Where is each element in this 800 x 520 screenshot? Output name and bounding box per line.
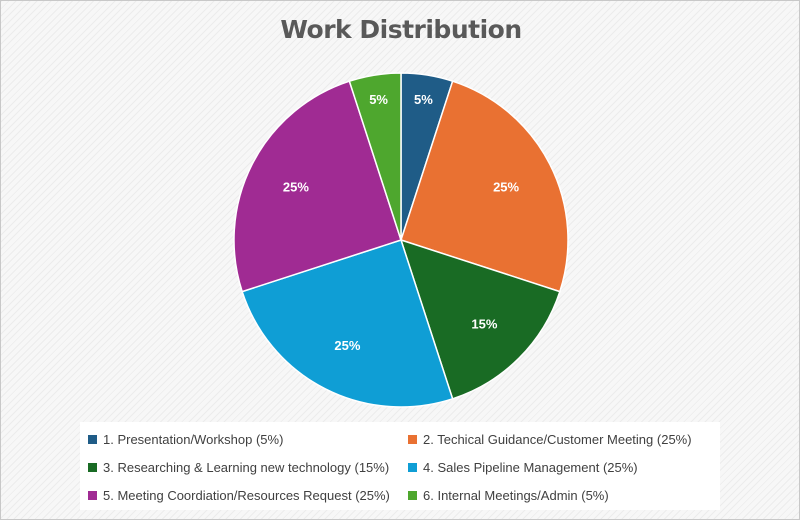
data-label-5: 25% bbox=[283, 179, 309, 194]
legend-item-meeting-coordination: 5. Meeting Coordiation/Resources Request… bbox=[88, 488, 390, 503]
pie-slice-5 bbox=[233, 80, 402, 293]
legend-swatch bbox=[88, 463, 97, 472]
legend-swatch bbox=[88, 491, 97, 500]
pie-slice-3 bbox=[399, 238, 561, 400]
legend-swatch bbox=[88, 435, 97, 444]
pie-slice-6 bbox=[348, 72, 402, 241]
data-label-4: 25% bbox=[334, 338, 360, 353]
legend-label: 3. Researching & Learning new technology… bbox=[103, 460, 390, 475]
legend-item-presentation: 1. Presentation/Workshop (5%) bbox=[88, 432, 283, 447]
legend-item-sales-pipeline: 4. Sales Pipeline Management (25%) bbox=[408, 460, 638, 475]
data-label-1: 5% bbox=[414, 92, 433, 107]
data-label-3: 15% bbox=[471, 316, 497, 331]
legend-label: 4. Sales Pipeline Management (25%) bbox=[423, 460, 638, 475]
legend-swatch bbox=[408, 463, 417, 472]
legend-label: 1. Presentation/Workshop (5%) bbox=[103, 432, 284, 447]
legend-item-technical-guidance: 2. Techical Guidance/Customer Meeting (2… bbox=[408, 432, 692, 447]
data-label-6: 5% bbox=[369, 92, 388, 107]
pie-slice-4 bbox=[241, 239, 454, 408]
legend-item-researching: 3. Researching & Learning new technology… bbox=[88, 460, 389, 475]
legend-swatch bbox=[408, 435, 417, 444]
pie-slice-2 bbox=[400, 80, 569, 293]
legend-label: 5. Meeting Coordiation/Resources Request… bbox=[103, 488, 390, 503]
legend: 1. Presentation/Workshop (5%) 2. Techica… bbox=[80, 422, 720, 510]
legend-item-internal-meetings: 6. Internal Meetings/Admin (5%) bbox=[408, 488, 609, 503]
chart-title: Work Distribution bbox=[280, 15, 522, 44]
data-label-2: 25% bbox=[493, 179, 519, 194]
legend-label: 2. Techical Guidance/Customer Meeting (2… bbox=[423, 432, 692, 447]
legend-swatch bbox=[408, 491, 417, 500]
pie-chart: 5% 25% 15% 25% 25% 5% bbox=[233, 72, 569, 408]
legend-label: 6. Internal Meetings/Admin (5%) bbox=[423, 488, 609, 503]
